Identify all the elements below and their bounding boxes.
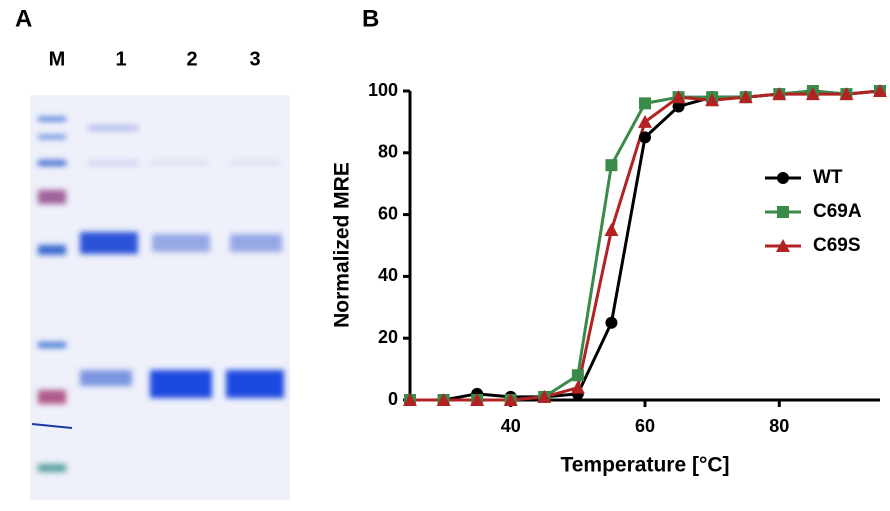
marker <box>605 316 618 329</box>
marker <box>805 87 820 101</box>
x-axis-label: Temperature [°C] <box>560 454 729 477</box>
y-tick-label: 40 <box>378 265 398 285</box>
legend-label: C69S <box>813 235 861 256</box>
gel-image <box>30 95 290 500</box>
marker <box>705 93 720 107</box>
marker <box>639 131 651 144</box>
y-tick-label: 100 <box>368 80 398 100</box>
y-axis-label: Normalized MRE <box>331 162 354 328</box>
x-tick-label: 40 <box>501 416 521 436</box>
lane-label: 3 <box>249 48 260 70</box>
legend-marker <box>776 239 790 252</box>
y-tick-label: 0 <box>388 389 398 409</box>
marker <box>605 159 618 172</box>
marker <box>738 90 753 104</box>
lane-label: 2 <box>186 48 197 70</box>
lane-label: 1 <box>115 48 126 70</box>
legend-label: C69A <box>813 201 862 222</box>
marker <box>604 223 619 237</box>
marker <box>839 87 854 101</box>
marker <box>672 100 685 113</box>
legend-label: WT <box>813 167 843 188</box>
x-tick-label: 60 <box>635 416 655 436</box>
marker <box>772 87 787 101</box>
legend-marker <box>777 206 789 218</box>
legend-marker <box>777 172 789 184</box>
marker <box>873 84 887 97</box>
marker <box>571 369 584 382</box>
marker <box>638 114 652 128</box>
marker <box>436 393 451 406</box>
y-tick-label: 20 <box>378 327 398 347</box>
marker <box>639 97 651 110</box>
marker <box>470 393 485 406</box>
marker <box>403 393 417 406</box>
x-tick-label: 80 <box>769 416 789 436</box>
y-tick-label: 80 <box>378 142 398 162</box>
marker <box>570 380 585 394</box>
marker <box>503 393 518 406</box>
marker <box>537 389 552 403</box>
marker <box>671 90 686 104</box>
panel-label: A <box>15 5 32 32</box>
lane-label: M <box>49 48 66 70</box>
y-tick-label: 60 <box>378 203 398 223</box>
panel-label: B <box>362 5 379 32</box>
